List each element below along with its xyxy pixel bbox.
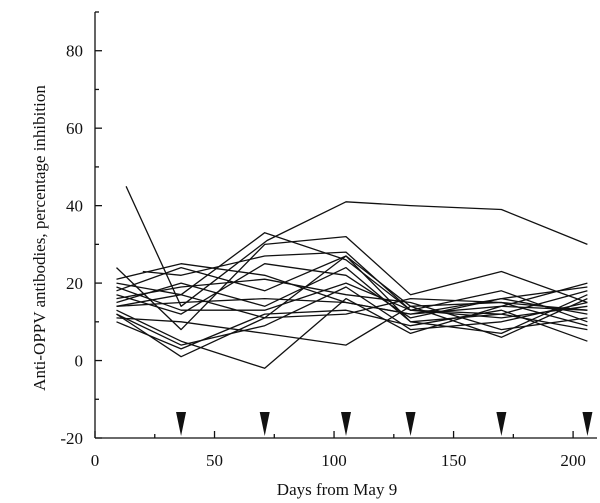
time-marker-1 (176, 412, 187, 436)
series-line-10 (116, 309, 588, 350)
series-line-16 (116, 263, 588, 315)
x-axis-title: Days from May 9 (277, 480, 397, 499)
x-tick-label: 50 (206, 451, 223, 470)
series-line-13 (142, 251, 588, 331)
y-tick-label: 20 (66, 274, 83, 293)
series-line-12 (116, 282, 588, 319)
time-marker-4 (405, 412, 416, 436)
series-line-2 (116, 235, 588, 331)
time-marker-6 (582, 412, 593, 436)
series-line-15 (116, 297, 588, 358)
series-line-9 (116, 298, 588, 346)
series-line-8 (116, 286, 588, 346)
time-marker-5 (496, 412, 507, 436)
y-tick-label: -20 (60, 429, 83, 448)
series-line-17 (116, 255, 588, 335)
time-marker-3 (341, 412, 351, 436)
y-tick-label: 80 (66, 42, 83, 61)
time-markers (176, 412, 593, 436)
y-tick-label: 0 (75, 352, 84, 371)
series-lines (116, 186, 588, 369)
axes: -20 0 20 40 60 80 0 50 100 150 200 (60, 11, 597, 470)
y-tick-label: 40 (66, 197, 83, 216)
x-tick-label: 0 (91, 451, 100, 470)
x-tick-label: 200 (560, 451, 586, 470)
y-axis-title: Anti-OPPV antibodies, percentage inhibit… (30, 85, 49, 391)
series-line-6 (116, 266, 588, 323)
series-line-14 (116, 297, 588, 369)
time-marker-2 (259, 412, 270, 436)
series-line-11 (116, 278, 588, 331)
y-tick-label: 60 (66, 119, 83, 138)
series-line-1 (125, 186, 588, 307)
x-tick-label: 150 (441, 451, 467, 470)
x-tick-label: 100 (321, 451, 347, 470)
